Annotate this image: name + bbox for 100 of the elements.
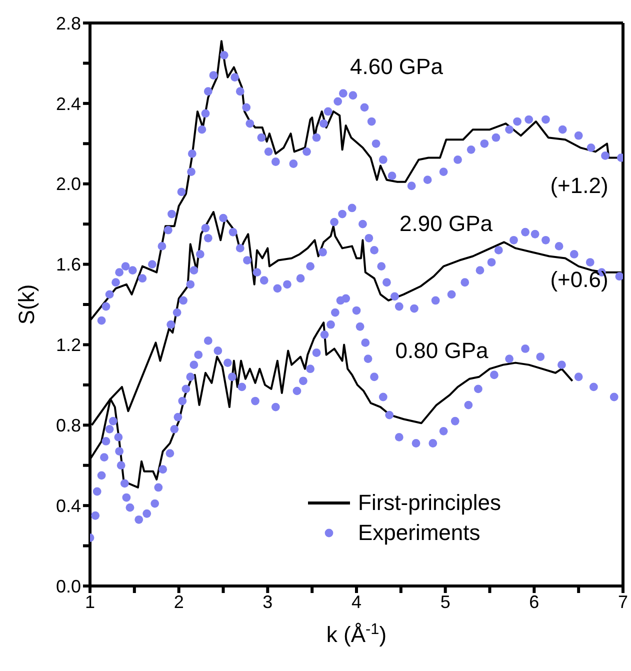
point	[601, 152, 610, 160]
point	[204, 234, 212, 242]
point	[334, 97, 342, 106]
annotation: 0.80 GPa	[395, 338, 488, 364]
point	[521, 228, 530, 236]
point	[447, 290, 456, 299]
point	[542, 236, 550, 244]
point	[454, 156, 462, 164]
x-axis-title: k (Å$^{-1}$)	[326, 620, 387, 647]
point	[558, 125, 567, 134]
point	[505, 125, 514, 134]
point	[190, 266, 198, 275]
point	[324, 107, 332, 116]
point	[198, 125, 206, 134]
point	[230, 73, 239, 82]
point	[382, 278, 391, 287]
point	[252, 268, 262, 277]
point	[364, 234, 374, 242]
point	[296, 274, 305, 283]
point	[148, 260, 156, 268]
point	[102, 302, 110, 311]
point	[209, 71, 218, 80]
point	[115, 268, 124, 277]
x-tick-label: 4	[351, 592, 362, 612]
point	[257, 133, 266, 142]
y-tick-label: 0.8	[56, 416, 81, 436]
point	[302, 147, 311, 156]
point	[236, 244, 244, 252]
point	[466, 145, 476, 154]
point	[312, 133, 321, 142]
point	[439, 168, 448, 176]
point	[388, 172, 396, 180]
point	[494, 246, 503, 254]
y-tick-label: 2.4	[56, 94, 81, 114]
point	[407, 182, 416, 190]
point	[306, 262, 315, 270]
point	[201, 224, 210, 232]
point	[431, 296, 440, 305]
point	[586, 143, 596, 152]
point	[318, 248, 327, 256]
point	[228, 228, 238, 236]
point	[204, 87, 212, 96]
point	[476, 266, 484, 275]
point	[370, 246, 378, 254]
point	[236, 87, 244, 96]
point	[187, 168, 196, 176]
point	[492, 133, 500, 142]
point	[423, 176, 432, 184]
y-tick-label: 2.8	[56, 13, 81, 34]
point	[574, 131, 583, 140]
point	[168, 210, 176, 218]
legend-label: Experiments	[358, 520, 480, 546]
point	[242, 103, 251, 112]
point	[138, 274, 147, 283]
y-tick-label: 0.4	[56, 496, 81, 516]
point	[513, 117, 522, 126]
point	[524, 115, 534, 124]
x-tick-label: 6	[529, 592, 540, 612]
point	[271, 158, 280, 166]
point	[480, 139, 489, 148]
y-tick-label: 1.2	[56, 335, 81, 356]
x-tick-label: 2	[174, 592, 184, 612]
point	[460, 278, 470, 287]
point	[188, 149, 196, 158]
y-tick-label: 1.6	[56, 254, 81, 275]
point	[510, 236, 518, 244]
point	[128, 266, 137, 275]
point	[586, 258, 594, 266]
point	[273, 284, 282, 293]
point	[348, 204, 356, 212]
point	[378, 156, 388, 164]
point	[260, 276, 268, 285]
point	[360, 103, 369, 112]
point	[394, 302, 404, 311]
point	[530, 230, 540, 238]
annotation: 2.90 GPa	[400, 210, 493, 237]
point	[177, 188, 186, 196]
point	[166, 320, 176, 329]
point	[220, 50, 228, 60]
annotation: (+0.6)	[550, 267, 608, 294]
point	[97, 316, 106, 325]
point	[570, 250, 578, 258]
point	[219, 214, 228, 222]
point	[201, 109, 210, 118]
point	[243, 256, 252, 264]
point	[164, 226, 172, 234]
point	[554, 242, 564, 250]
point	[186, 280, 195, 289]
point	[172, 308, 182, 317]
point	[158, 242, 166, 250]
point	[105, 290, 114, 299]
annotation: 4.60 GPa	[350, 54, 443, 80]
point	[377, 262, 386, 270]
point	[319, 119, 328, 128]
point	[338, 89, 348, 98]
point	[121, 262, 130, 270]
annotation: (+1.2)	[550, 172, 608, 199]
x-tick-label: 3	[262, 592, 273, 612]
point	[348, 91, 358, 100]
point	[338, 210, 346, 218]
